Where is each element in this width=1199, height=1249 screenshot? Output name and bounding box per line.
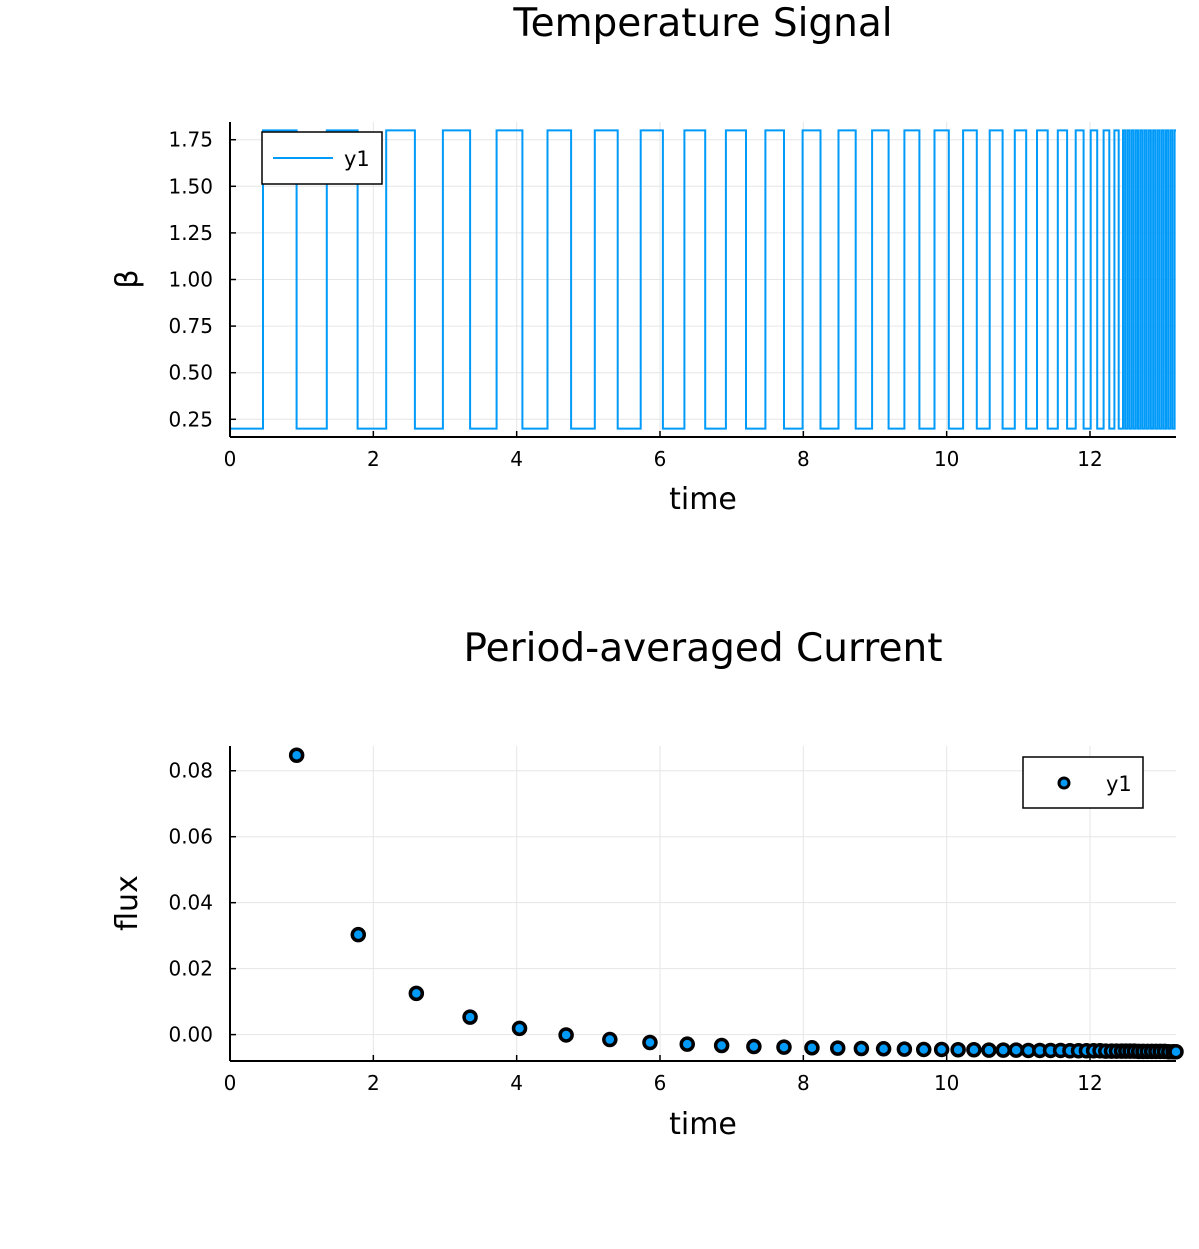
data-point: [558, 1027, 574, 1043]
x-tick-label: 6: [654, 1071, 667, 1095]
data-point: [462, 1009, 478, 1025]
x-tick-label: 6: [654, 447, 667, 471]
data-point: [713, 1037, 730, 1054]
data-point: [933, 1041, 950, 1058]
x-tick-label: 0: [224, 447, 237, 471]
data-point: [679, 1036, 695, 1052]
legend-box: [1022, 756, 1144, 809]
data-point: [746, 1038, 762, 1055]
plot-area: [230, 129, 1176, 430]
data-point: [511, 1020, 528, 1037]
data-point: [995, 1042, 1012, 1058]
y-tick-label: 1.50: [168, 174, 213, 198]
data-point: [288, 747, 305, 763]
chart-title: Temperature Signal: [512, 1, 892, 46]
y-axis-label: flux: [110, 875, 145, 931]
y-tick-label: 0.00: [168, 1023, 213, 1047]
data-point: [1168, 1044, 1184, 1060]
legend-label: y1: [1106, 772, 1132, 796]
data-point: [776, 1039, 792, 1055]
data-point: [915, 1041, 932, 1058]
x-tick-label: 2: [367, 1071, 380, 1095]
x-tick-label: 4: [510, 1071, 523, 1095]
y-tick-label: 0.50: [168, 361, 213, 385]
data-point: [408, 985, 425, 1002]
x-tick-label: 4: [510, 447, 523, 471]
data-point: [981, 1042, 997, 1058]
data-point: [602, 1031, 618, 1048]
data-point: [853, 1040, 870, 1057]
x-axis-label: time: [669, 1107, 737, 1142]
y-tick-label: 0.06: [168, 825, 213, 849]
chart-title: Period-averaged Current: [464, 626, 943, 671]
grid: [229, 122, 1176, 437]
legend: y1: [261, 131, 383, 185]
data-point: [804, 1040, 820, 1056]
x-tick-label: 2: [367, 447, 380, 471]
x-tick-label: 8: [797, 1071, 810, 1095]
y-tick-label: 0.75: [168, 314, 213, 338]
x-tick-label: 12: [1077, 447, 1102, 471]
x-tick-label: 10: [934, 1071, 959, 1095]
data-point: [350, 926, 367, 943]
x-tick-label: 12: [1077, 1071, 1102, 1095]
data-point: [966, 1042, 982, 1058]
x-axis-label: time: [669, 482, 737, 517]
axes: [229, 746, 1176, 1062]
tick-labels: 0 2 4 6 8 10 12 0.25 0.50 0.75 1.00 1.25 1.50 1.75: [168, 128, 1102, 471]
x-tick-label: 8: [797, 447, 810, 471]
tick-labels: 0 2 4 6 8 10 12 0.00 0.02 0.04 0.06 0.08: [168, 759, 1102, 1095]
axes: [229, 122, 1176, 438]
chart-temperature-signal: Temperature Signal 0 2 4 6 8 10 12 0.25 0.50 0.75…: [110, 1, 1176, 517]
data-point: [642, 1034, 658, 1051]
x-tick-label: 0: [224, 1071, 237, 1095]
data-point: [829, 1040, 846, 1056]
legend-marker-swatch: [1057, 776, 1071, 790]
y-axis-label: β: [110, 269, 145, 288]
legend-label: y1: [344, 147, 370, 171]
chart-period-averaged-current: Period-averaged Current 0 2 4 6 8 10 12 0.00 0.0…: [110, 626, 1184, 1142]
series-line-y1: [230, 129, 1176, 430]
y-tick-label: 1.25: [168, 221, 213, 245]
y-tick-label: 0.04: [168, 891, 213, 915]
y-tick-label: 1.00: [168, 268, 213, 292]
plot-area: [288, 747, 1184, 1060]
y-tick-label: 0.02: [168, 957, 213, 981]
y-tick-label: 1.75: [168, 128, 213, 152]
y-tick-label: 0.08: [168, 759, 213, 783]
data-point: [1008, 1042, 1024, 1058]
data-point: [950, 1042, 966, 1058]
data-point: [875, 1041, 892, 1057]
x-tick-label: 10: [934, 447, 959, 471]
legend: y1: [1022, 756, 1144, 809]
y-tick-label: 0.25: [168, 407, 213, 431]
data-point: [896, 1041, 913, 1057]
